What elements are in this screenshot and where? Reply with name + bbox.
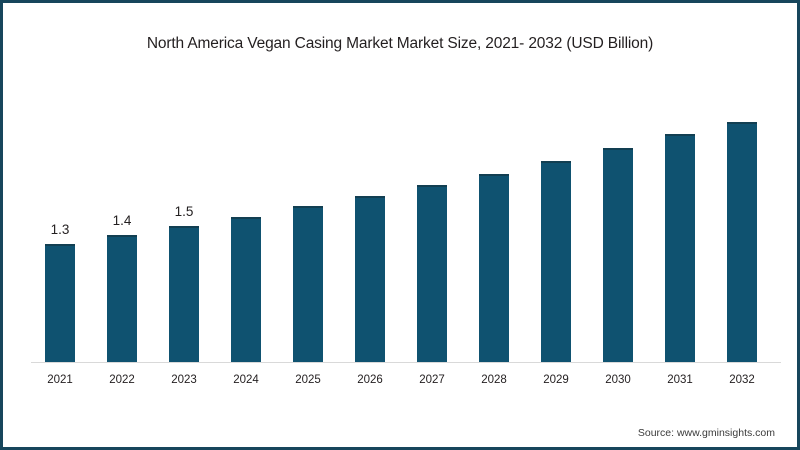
x-axis-tick-label: 2024 [233, 374, 259, 386]
bar-group [293, 3, 323, 362]
x-axis-tick-label: 2026 [357, 374, 383, 386]
bar-group [231, 3, 261, 362]
bar[interactable] [169, 226, 199, 362]
x-axis-tick-label: 2022 [109, 374, 135, 386]
x-axis-tick-label: 2025 [295, 374, 321, 386]
x-axis-tick-label: 2032 [729, 374, 755, 386]
bar-value-label: 1.3 [50, 222, 70, 237]
x-axis-line [31, 362, 781, 363]
x-axis-tick-label: 2028 [481, 374, 507, 386]
bar-group [541, 3, 571, 362]
bar[interactable] [231, 217, 261, 362]
bar[interactable] [479, 174, 509, 362]
bar-group [665, 3, 695, 362]
bar-group [479, 3, 509, 362]
bar-group [603, 3, 633, 362]
bar[interactable] [603, 148, 633, 362]
x-axis-tick-label: 2027 [419, 374, 445, 386]
bar[interactable] [293, 206, 323, 362]
bar[interactable] [727, 122, 757, 362]
bar-group [355, 3, 385, 362]
bar[interactable] [665, 134, 695, 362]
chart-title: North America Vegan Casing Market Market… [146, 35, 654, 52]
bar[interactable] [45, 244, 75, 362]
bar-group: 1.3 [45, 3, 75, 362]
bar[interactable] [355, 196, 385, 362]
bar-value-label: 1.4 [112, 213, 132, 228]
x-axis-tick-label: 2021 [47, 374, 73, 386]
bar-group [727, 3, 757, 362]
bar[interactable] [541, 161, 571, 362]
bar-value-label: 1.5 [174, 204, 194, 219]
source-attribution: Source: www.gminsights.com [637, 427, 775, 439]
x-axis-tick-label: 2023 [171, 374, 197, 386]
x-axis-tick-label: 2030 [605, 374, 631, 386]
bar-group: 1.5 [169, 3, 199, 362]
bar-group [417, 3, 447, 362]
bar-group: 1.4 [107, 3, 137, 362]
x-axis-tick-label: 2029 [543, 374, 569, 386]
bar[interactable] [417, 185, 447, 362]
bar[interactable] [107, 235, 137, 362]
x-axis-tick-label: 2031 [667, 374, 693, 386]
